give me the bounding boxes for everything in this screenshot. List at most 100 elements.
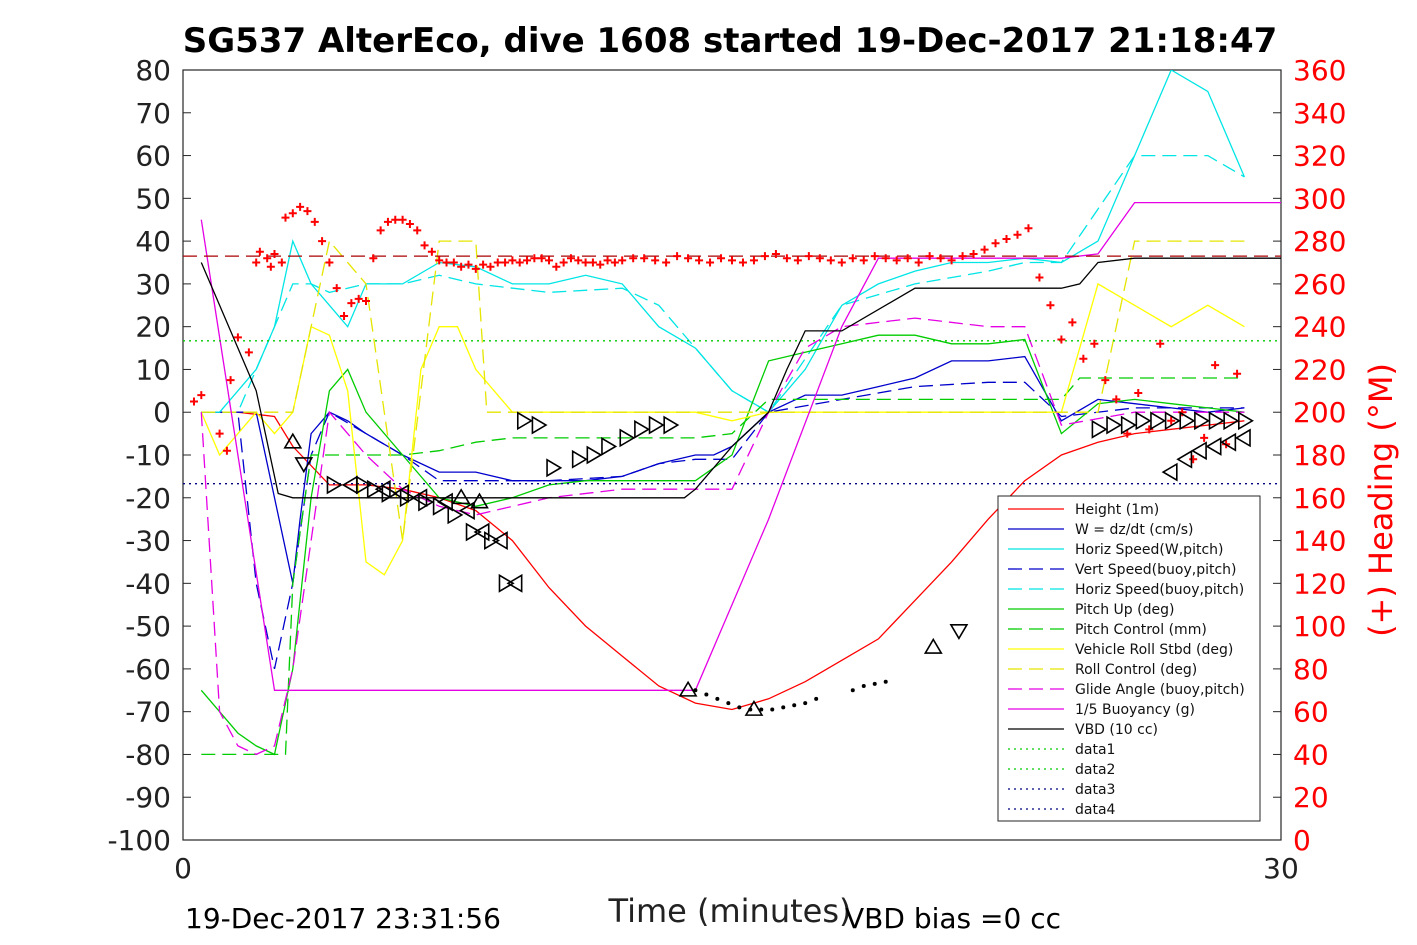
marker-right — [546, 458, 563, 478]
heading-point — [420, 241, 429, 250]
y-tick-label: 40 — [135, 225, 171, 258]
marker-right — [326, 475, 343, 495]
heading-point — [815, 254, 824, 263]
series-line-4 — [201, 154, 1245, 414]
marker-right — [465, 522, 482, 542]
heading-point — [1167, 416, 1176, 425]
y-tick-label: -10 — [125, 439, 171, 472]
legend-label: Horiz Speed(W,pitch) — [1075, 542, 1223, 558]
marker-down — [949, 623, 969, 640]
legend-label: data1 — [1075, 742, 1115, 758]
legend-label: Horiz Speed(buoy,pitch) — [1075, 582, 1244, 598]
heading-point — [1112, 395, 1121, 404]
legend-label: VBD (10 cc) — [1075, 722, 1158, 738]
y-tick-label: -50 — [125, 610, 171, 643]
marker-right — [663, 415, 680, 435]
y-tick-label-right: 220 — [1293, 353, 1346, 386]
heading-point — [980, 245, 989, 254]
heading-point — [332, 284, 341, 293]
marker-dot — [715, 696, 720, 701]
heading-point — [848, 254, 857, 263]
heading-point — [588, 258, 597, 267]
marker-right — [531, 415, 548, 435]
heading-point — [991, 239, 1000, 248]
series-line-0 — [201, 411, 1245, 711]
y-tick-label: 10 — [135, 353, 171, 386]
marker-dot — [814, 696, 819, 701]
series-line-1 — [201, 355, 1245, 584]
x-axis-label: Time (minutes) — [608, 892, 852, 930]
y-tick-label-right: 180 — [1293, 439, 1346, 472]
y-tick-label: -70 — [125, 696, 171, 729]
marker-left — [1220, 432, 1237, 452]
heading-point — [391, 215, 400, 224]
marker-dot — [693, 688, 698, 693]
heading-point — [369, 254, 378, 263]
x-tick-label: 30 — [1263, 852, 1299, 885]
heading-point — [508, 256, 517, 265]
marker-right — [516, 411, 533, 431]
heading-point — [222, 446, 231, 455]
heading-point — [903, 254, 912, 263]
marker-dot — [704, 692, 709, 697]
heading-point — [449, 258, 458, 267]
y-tick-label-right: 60 — [1293, 696, 1329, 729]
legend: Height (1m) W = dz/dt (cm/s) Horiz Speed(W… — [997, 495, 1261, 822]
marker-right — [1208, 411, 1225, 431]
heading-point — [398, 215, 407, 224]
heading-point — [1156, 339, 1165, 348]
heading-point — [804, 252, 813, 261]
y-tick-label-right: 240 — [1293, 311, 1346, 344]
heading-point — [738, 258, 747, 267]
marker-right — [634, 419, 651, 439]
heading-point — [233, 333, 242, 342]
marker-right — [586, 445, 603, 465]
heading-point — [255, 247, 264, 256]
legend-label: Vert Speed(buoy,pitch) — [1075, 562, 1237, 578]
y-tick-label-right: 200 — [1293, 396, 1346, 429]
y-tick-label: -30 — [125, 525, 171, 558]
heading-point — [870, 252, 879, 261]
heading-point — [760, 252, 769, 261]
marker-left — [1234, 428, 1251, 448]
y-tick-label-right: 300 — [1293, 182, 1346, 215]
heading-point — [383, 217, 392, 226]
heading-point — [479, 260, 488, 269]
y-tick-label-right: 140 — [1293, 525, 1346, 558]
marker-dot — [770, 707, 775, 712]
heading-point — [277, 258, 286, 267]
heading-point — [354, 294, 363, 303]
heading-point — [189, 397, 198, 406]
heading-point — [296, 202, 305, 211]
right-axis: 3603403203002802602402202001801601401201… — [1273, 54, 1346, 857]
heading-point — [325, 258, 334, 267]
heading-point — [925, 252, 934, 261]
heading-point — [749, 256, 758, 265]
legend-label: Pitch Control (mm) — [1075, 622, 1207, 638]
heading-point — [303, 207, 312, 216]
marker-right — [498, 573, 515, 593]
heading-point — [914, 258, 923, 267]
marker-dot — [737, 705, 742, 710]
heading-point — [310, 217, 319, 226]
heading-point — [427, 247, 436, 256]
heading-point — [1101, 376, 1110, 385]
marker-up — [923, 637, 943, 654]
heading-point — [226, 376, 235, 385]
legend-label: Height (1m) — [1075, 502, 1159, 518]
heading-point — [464, 260, 473, 269]
marker-right — [1238, 411, 1254, 431]
chart-title: SG537 AlterEco, dive 1608 started 19-Dec… — [183, 21, 1278, 61]
heading-point — [603, 256, 612, 265]
marker-dot — [759, 707, 764, 712]
marker-left — [506, 573, 523, 593]
legend-label: 1/5 Buoyancy (g) — [1075, 702, 1195, 718]
marker-right — [648, 415, 665, 435]
heading-point — [717, 254, 726, 263]
heading-point — [493, 258, 502, 267]
heading-point — [969, 249, 978, 258]
marker-dot — [883, 679, 888, 684]
marker-right — [571, 449, 588, 469]
marker-left — [458, 501, 475, 521]
series-line-9 — [200, 317, 1245, 756]
